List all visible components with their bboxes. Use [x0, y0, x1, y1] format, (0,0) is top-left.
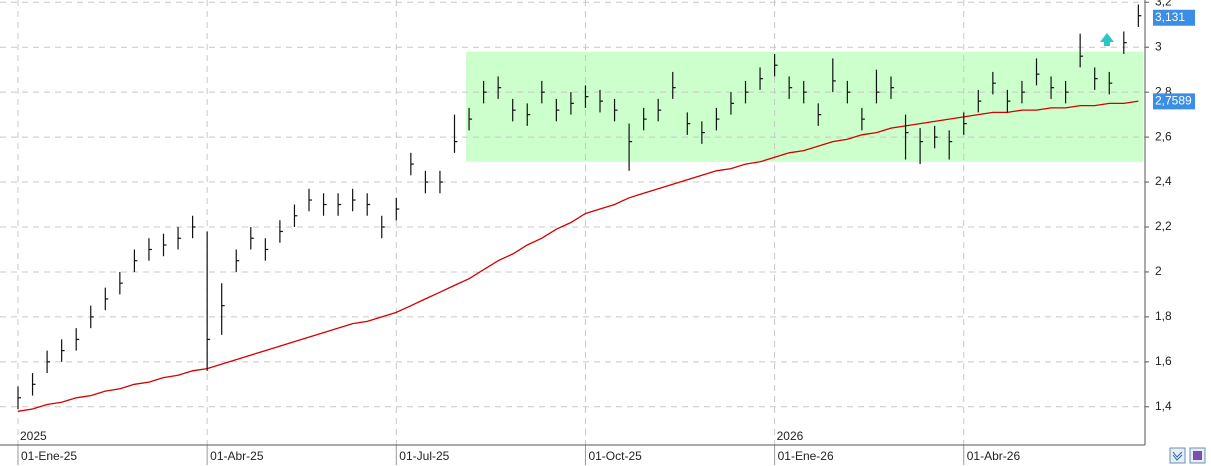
y-tick-label: 3,2	[1155, 0, 1172, 8]
highlight-zone	[466, 51, 1144, 162]
moving-average	[17, 100, 1139, 412]
value-tag-box	[1153, 9, 1195, 26]
zoom-button[interactable]	[1169, 447, 1186, 464]
x-tick-label: 01-Jul-25	[399, 449, 449, 463]
y-tick-label: 2,6	[1155, 129, 1172, 143]
value-tag: 3,131	[1155, 10, 1185, 24]
year-label: 2026	[777, 429, 804, 443]
x-tick-label: 01-Abr-26	[967, 449, 1021, 463]
y-tick-label: 2	[1155, 264, 1162, 278]
year-label: 2025	[20, 429, 47, 443]
y-tick-label: 2,2	[1155, 219, 1172, 233]
x-tick-label: 01-Ene-25	[21, 449, 77, 463]
x-tick-label: 01-Oct-25	[588, 449, 642, 463]
y-tick-label: 2,4	[1155, 174, 1172, 188]
value-tag-box	[1153, 93, 1195, 110]
y-tick-label: 1,6	[1155, 354, 1172, 368]
y-tick-label: 1,4	[1155, 399, 1172, 413]
x-tick-label: 01-Ene-26	[778, 449, 834, 463]
value-tag: 2,7589	[1155, 94, 1192, 108]
y-tick-label: 3	[1155, 39, 1162, 53]
y-tick-label: 1,8	[1155, 309, 1172, 323]
x-tick-label: 01-Abr-25	[210, 449, 264, 463]
signal-arrow	[1100, 33, 1114, 46]
zoom-icon	[1172, 451, 1183, 461]
save-icon	[1193, 451, 1202, 460]
